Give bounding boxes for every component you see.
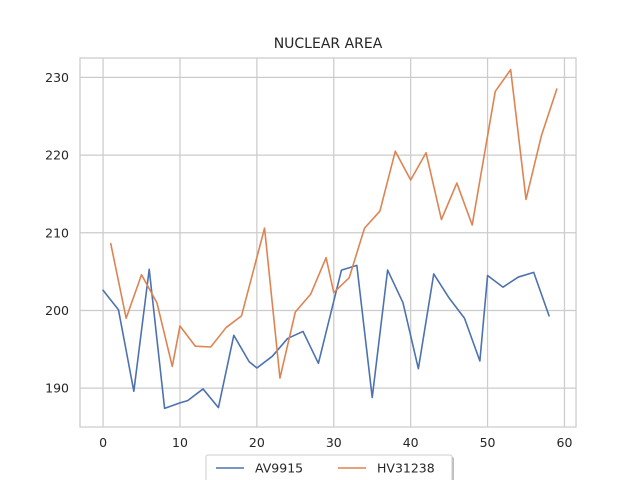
x-tick-label: 0 — [99, 435, 107, 450]
x-tick-label: 20 — [249, 435, 265, 450]
grid-lines — [80, 58, 576, 427]
plot-area: 0 10 20 30 40 50 60 190 200 210 220 230 — [45, 57, 577, 450]
legend-label-av9915: AV9915 — [255, 461, 303, 476]
series-line-hv31238 — [109, 68, 558, 379]
x-tick-label: 30 — [326, 435, 342, 450]
x-tick-label: 60 — [557, 435, 573, 450]
y-tick-label: 230 — [45, 70, 69, 85]
plot-frame — [79, 57, 577, 428]
y-tick-label: 220 — [45, 148, 69, 163]
x-tick-label: 40 — [403, 435, 419, 450]
legend-label-hv31238: HV31238 — [377, 461, 435, 476]
y-tick-label: 200 — [45, 303, 69, 318]
series-line-av9915 — [102, 264, 550, 410]
y-tick-label: 210 — [45, 225, 69, 240]
legend-box — [205, 454, 453, 480]
legend: AV9915 HV31238 — [205, 454, 454, 480]
chart-title: NUCLEAR AREA — [274, 36, 383, 52]
x-tick-label: 10 — [172, 435, 188, 450]
x-tick-label: 50 — [480, 435, 496, 450]
y-tick-label: 190 — [45, 381, 69, 396]
